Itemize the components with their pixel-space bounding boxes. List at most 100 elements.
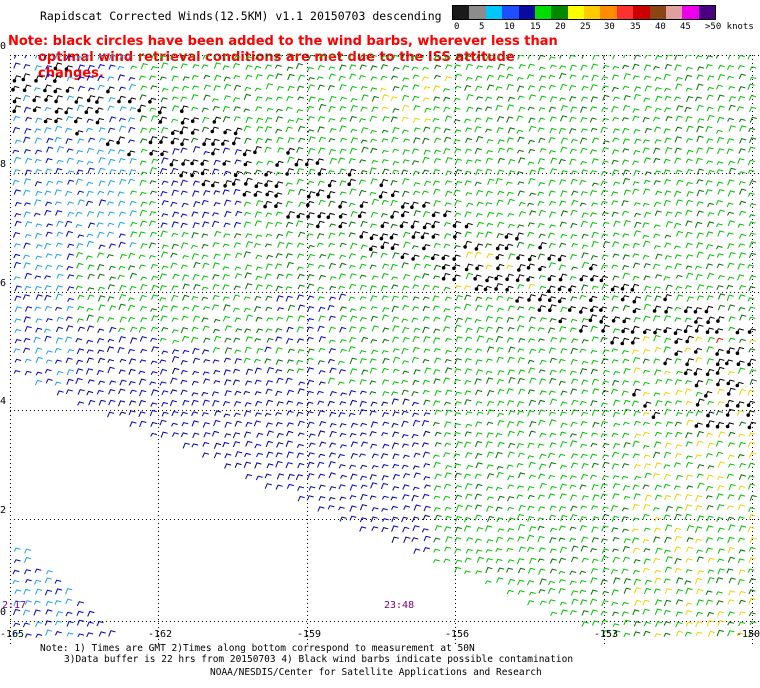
wind-barb bbox=[684, 504, 693, 511]
wind-barb bbox=[453, 378, 461, 385]
wind-barb bbox=[527, 243, 535, 249]
wind-barb bbox=[77, 76, 85, 81]
contamination-dot bbox=[202, 142, 206, 146]
wind-barb bbox=[139, 179, 147, 186]
wind-barb bbox=[644, 171, 652, 176]
wind-barb bbox=[538, 209, 546, 217]
wind-barb bbox=[255, 74, 263, 80]
wind-barb bbox=[264, 358, 272, 364]
wind-barb bbox=[548, 285, 556, 292]
wind-barb bbox=[96, 316, 105, 323]
wind-barb bbox=[265, 380, 273, 386]
wind-barb bbox=[253, 420, 262, 427]
wind-barb bbox=[664, 400, 672, 407]
wind-barb bbox=[507, 537, 514, 542]
wind-barb bbox=[171, 422, 178, 427]
wind-barb bbox=[170, 66, 178, 71]
wind-barb bbox=[350, 422, 358, 428]
wind-barb bbox=[444, 442, 452, 447]
wind-barb bbox=[539, 482, 547, 489]
wind-barb bbox=[412, 525, 420, 531]
wind-barb bbox=[727, 599, 735, 605]
wind-barb bbox=[633, 367, 641, 374]
wind-barb bbox=[495, 335, 504, 343]
wind-barb bbox=[654, 421, 662, 426]
wind-barb bbox=[348, 412, 356, 417]
wind-barb bbox=[390, 223, 398, 229]
wind-barb bbox=[265, 97, 273, 102]
wind-barb bbox=[24, 202, 31, 207]
wind-barb bbox=[569, 327, 577, 333]
wind-barb bbox=[308, 77, 315, 81]
wind-barb bbox=[643, 263, 651, 269]
wind-barb bbox=[222, 105, 230, 113]
wind-barb bbox=[589, 190, 597, 196]
wind-barb bbox=[643, 303, 651, 310]
wind-barb bbox=[665, 116, 673, 122]
wind-barb bbox=[232, 97, 240, 103]
lat-label: 44 bbox=[0, 396, 7, 407]
wind-barb bbox=[275, 55, 283, 60]
wind-barb bbox=[22, 622, 30, 628]
wind-barb bbox=[716, 611, 725, 617]
wind-barb bbox=[516, 149, 524, 154]
wind-barb bbox=[632, 380, 640, 386]
wind-barb bbox=[673, 546, 682, 553]
wind-barb bbox=[329, 296, 336, 301]
contamination-dot bbox=[210, 129, 215, 134]
wind-barb bbox=[539, 242, 547, 248]
wind-barb bbox=[337, 381, 345, 386]
wind-barb bbox=[601, 107, 609, 112]
wind-barb bbox=[182, 442, 190, 449]
wind-barb bbox=[275, 460, 283, 468]
wind-barb bbox=[255, 106, 263, 112]
wind-barb bbox=[403, 138, 410, 143]
wind-barb bbox=[223, 55, 226, 58]
wind-barb bbox=[14, 338, 22, 344]
wind-barb bbox=[694, 367, 703, 374]
wind-barb bbox=[65, 316, 73, 321]
wind-barb bbox=[705, 263, 713, 270]
wind-barb bbox=[35, 117, 43, 124]
wind-barb bbox=[455, 559, 463, 564]
wind-barb bbox=[150, 326, 158, 332]
wind-barb bbox=[67, 201, 74, 206]
wind-barb bbox=[728, 431, 736, 437]
wind-barb bbox=[621, 337, 630, 344]
wind-barb bbox=[727, 75, 734, 80]
wind-barb bbox=[516, 232, 524, 239]
wind-barb bbox=[728, 524, 736, 531]
wind-barb bbox=[306, 401, 314, 407]
wind-barb bbox=[359, 400, 367, 407]
wind-barb bbox=[172, 148, 180, 155]
wind-barb bbox=[55, 588, 63, 595]
wind-barb bbox=[296, 55, 299, 58]
wind-barb bbox=[264, 126, 273, 133]
wind-barb bbox=[579, 525, 587, 531]
wind-barb bbox=[539, 390, 547, 396]
wind-barb bbox=[464, 240, 472, 248]
wind-barb bbox=[98, 157, 106, 164]
wind-barb bbox=[433, 328, 441, 334]
wind-barb bbox=[212, 105, 220, 111]
contamination-dot bbox=[11, 87, 15, 92]
wind-barb bbox=[686, 296, 694, 302]
wind-barb bbox=[329, 367, 337, 374]
wind-barb bbox=[707, 75, 715, 81]
wind-barb bbox=[486, 65, 494, 70]
wind-barb bbox=[392, 108, 400, 113]
wind-barb bbox=[191, 399, 199, 406]
wind-barb bbox=[285, 242, 293, 249]
wind-barb bbox=[517, 377, 525, 384]
wind-barb bbox=[97, 357, 105, 364]
wind-barb bbox=[180, 432, 188, 438]
wind-barb bbox=[149, 180, 157, 185]
wind-barb bbox=[476, 55, 484, 59]
contamination-dot bbox=[483, 287, 488, 292]
wind-barb bbox=[527, 161, 535, 166]
wind-barb bbox=[297, 273, 305, 280]
wind-barb bbox=[454, 401, 462, 407]
wind-barb bbox=[392, 316, 400, 323]
wind-barb bbox=[748, 214, 756, 218]
wind-barb bbox=[350, 473, 358, 480]
